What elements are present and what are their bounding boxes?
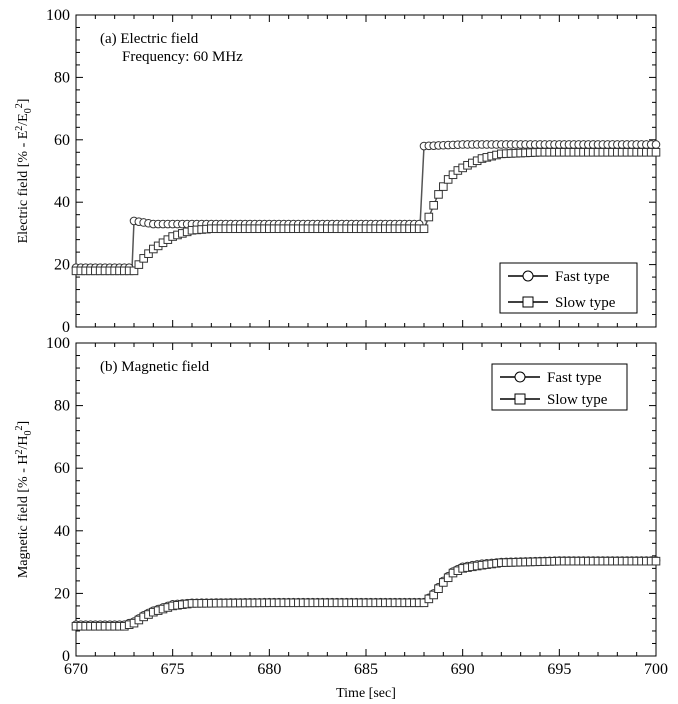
- data-point-slow: [443, 573, 453, 583]
- y-axis-title-part: /H: [16, 436, 31, 450]
- x-tick-label: 680: [257, 661, 281, 678]
- data-point-slow: [139, 254, 148, 263]
- x-tick-label: 685: [354, 661, 378, 678]
- data-point-slow: [651, 556, 661, 566]
- legend: Fast type Slow type: [491, 363, 628, 411]
- legend-label: Slow type: [555, 295, 616, 311]
- data-point-slow: [129, 266, 139, 276]
- y-tick-label: 20: [54, 585, 70, 602]
- y-axis-title-part: 2: [14, 103, 25, 108]
- y-axis-title: Magnetic field [% - H2/H02]: [14, 421, 34, 578]
- y-axis-title-part: 0: [23, 108, 34, 113]
- y-tick-label: 80: [54, 69, 70, 86]
- x-tick-label: 695: [547, 661, 571, 678]
- legend-label: Fast type: [555, 269, 610, 285]
- y-axis-title-part: ]: [16, 99, 31, 104]
- y-tick-label: 0: [62, 319, 70, 336]
- data-point-slow: [443, 175, 453, 184]
- data-point-slow: [134, 260, 144, 269]
- y-tick-label: 60: [54, 132, 70, 149]
- y-axis-title-part: 2: [14, 450, 25, 455]
- x-tick-label: 690: [451, 661, 475, 678]
- y-tick-label: 60: [54, 460, 70, 477]
- legend: Fast type Slow type: [499, 262, 638, 314]
- y-tick-label: 20: [54, 257, 70, 274]
- legend-marker-square: [514, 393, 526, 405]
- y-tick-label: 100: [46, 335, 70, 352]
- x-tick-label: 700: [644, 661, 668, 678]
- data-point-slow: [429, 590, 438, 600]
- y-axis-title: Electric field [% - E2/E02]: [14, 99, 34, 244]
- y-axis-title-part: 2: [14, 126, 25, 131]
- y-tick-label: 0: [62, 648, 70, 665]
- y-tick-label: 100: [46, 7, 70, 24]
- data-point-slow: [439, 578, 448, 587]
- panel-label: (a) Electric field: [100, 31, 199, 47]
- y-axis-title-part: 2: [14, 426, 25, 431]
- data-point-slow: [434, 584, 443, 594]
- y-axis-title-part: Electric field [% - E: [16, 131, 31, 244]
- legend-label: Slow type: [547, 392, 608, 408]
- legend-marker-circle: [514, 371, 526, 383]
- y-tick-label: 80: [54, 398, 70, 415]
- panel-annotation: Frequency: 60 MHz: [122, 49, 243, 65]
- data-point-fast: [651, 140, 661, 149]
- y-axis-title-part: ]: [16, 421, 31, 426]
- x-tick-label: 670: [64, 661, 88, 678]
- data-point-slow: [419, 224, 429, 234]
- series-line-fast: [76, 559, 656, 626]
- y-axis-title-part: 0: [23, 431, 34, 436]
- panel-label: (b) Magnetic field: [100, 359, 210, 375]
- legend-marker-circle: [522, 270, 534, 282]
- data-point-slow: [434, 190, 443, 199]
- x-axis-title: Time [sec]: [336, 686, 396, 701]
- y-axis-title-part: /E: [16, 113, 31, 125]
- data-point-slow: [424, 212, 434, 222]
- series-line-slow: [76, 151, 656, 272]
- data-point-slow: [429, 201, 438, 210]
- series-line-fast: [76, 143, 656, 269]
- series-line-slow: [76, 560, 656, 628]
- x-tick-label: 675: [161, 661, 185, 678]
- data-point-slow: [144, 249, 153, 258]
- y-axis-title-part: Magnetic field [% - H: [16, 455, 31, 579]
- legend-label: Fast type: [547, 370, 602, 386]
- y-tick-label: 40: [54, 523, 70, 540]
- legend-marker-square: [522, 296, 534, 308]
- data-point-slow: [651, 147, 661, 157]
- data-point-slow: [439, 182, 448, 191]
- y-tick-label: 40: [54, 194, 70, 211]
